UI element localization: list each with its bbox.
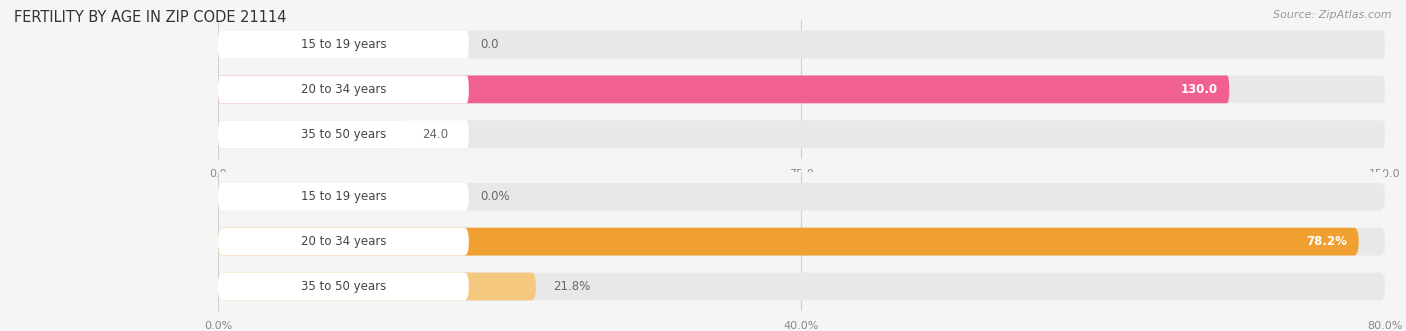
Text: 78.2%: 78.2% — [1306, 235, 1347, 248]
FancyBboxPatch shape — [218, 183, 1385, 211]
FancyBboxPatch shape — [218, 75, 1385, 103]
FancyBboxPatch shape — [218, 228, 1358, 256]
FancyBboxPatch shape — [218, 120, 468, 148]
FancyBboxPatch shape — [218, 75, 1229, 103]
Text: 35 to 50 years: 35 to 50 years — [301, 280, 387, 293]
Text: 21.8%: 21.8% — [554, 280, 591, 293]
FancyBboxPatch shape — [218, 272, 468, 300]
Text: 0.0: 0.0 — [481, 38, 499, 51]
FancyBboxPatch shape — [218, 120, 405, 148]
Text: 15 to 19 years: 15 to 19 years — [301, 190, 387, 203]
Text: Source: ZipAtlas.com: Source: ZipAtlas.com — [1274, 10, 1392, 20]
Text: 0.0%: 0.0% — [481, 190, 510, 203]
Text: 20 to 34 years: 20 to 34 years — [301, 235, 387, 248]
FancyBboxPatch shape — [218, 183, 468, 211]
Text: 130.0: 130.0 — [1181, 83, 1218, 96]
FancyBboxPatch shape — [218, 31, 468, 59]
FancyBboxPatch shape — [218, 120, 1385, 148]
FancyBboxPatch shape — [218, 75, 468, 103]
Text: 24.0: 24.0 — [422, 128, 449, 141]
FancyBboxPatch shape — [218, 31, 1385, 59]
FancyBboxPatch shape — [218, 228, 468, 256]
FancyBboxPatch shape — [218, 272, 536, 300]
Text: 20 to 34 years: 20 to 34 years — [301, 83, 387, 96]
Text: 15 to 19 years: 15 to 19 years — [301, 38, 387, 51]
FancyBboxPatch shape — [218, 272, 1385, 300]
FancyBboxPatch shape — [218, 228, 1385, 256]
Text: 35 to 50 years: 35 to 50 years — [301, 128, 387, 141]
Text: FERTILITY BY AGE IN ZIP CODE 21114: FERTILITY BY AGE IN ZIP CODE 21114 — [14, 10, 287, 25]
